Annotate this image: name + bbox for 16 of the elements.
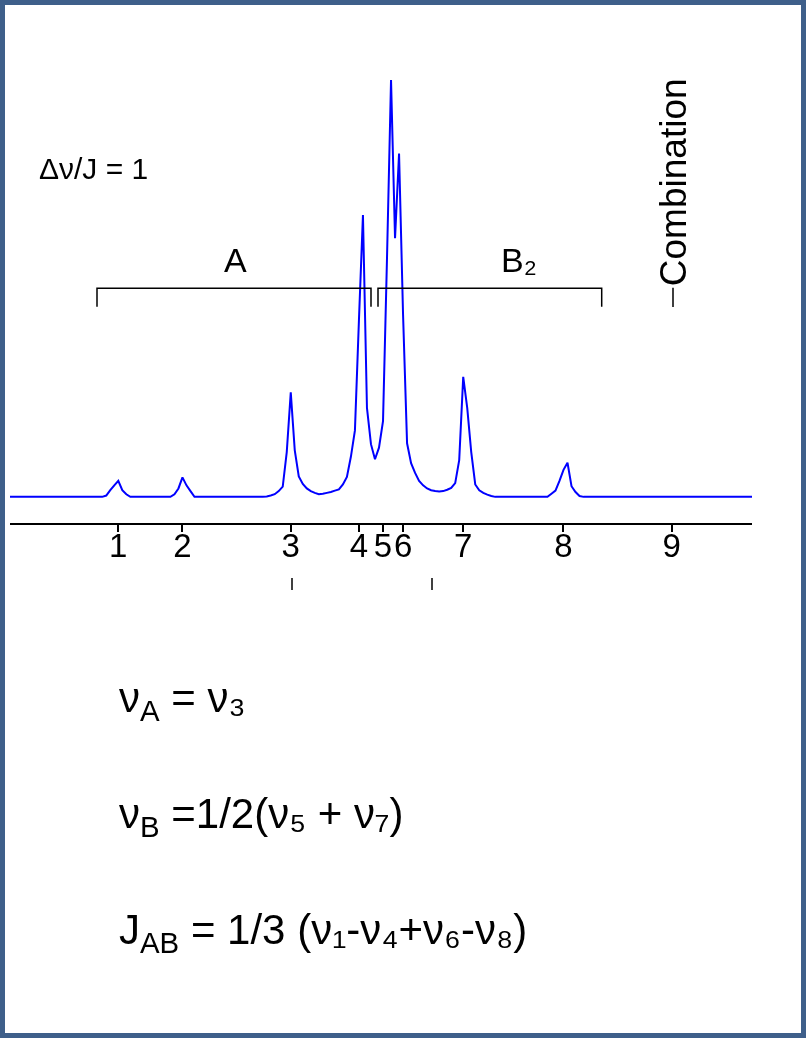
x-tick-label: 4 — [349, 527, 369, 565]
text: ν$_{B}$ =1/2(ν₅ + ν₇) — [119, 790, 404, 843]
text: J$_{AB}$ = 1/3 (ν₁-ν₄+ν₆-ν₈) — [119, 906, 528, 959]
x-tick-label: 3 — [281, 527, 300, 565]
x-tick-label: 8 — [554, 527, 573, 565]
annotation: B₂ — [501, 241, 537, 279]
x-tick-label: 2 — [173, 527, 192, 565]
x-tick-label: 9 — [662, 527, 681, 565]
annotation: A — [224, 241, 247, 279]
text: ν$_{A}$ = ν₃ — [119, 674, 246, 727]
x-tick-label: 7 — [454, 527, 473, 565]
annotation: Δν/J = 1 — [39, 152, 149, 185]
x-tick-label: 1 — [109, 527, 128, 565]
annotation: Combination — [652, 78, 694, 287]
x-tick-label: 6 — [393, 527, 413, 565]
x-tick-label: 5 — [373, 527, 393, 565]
